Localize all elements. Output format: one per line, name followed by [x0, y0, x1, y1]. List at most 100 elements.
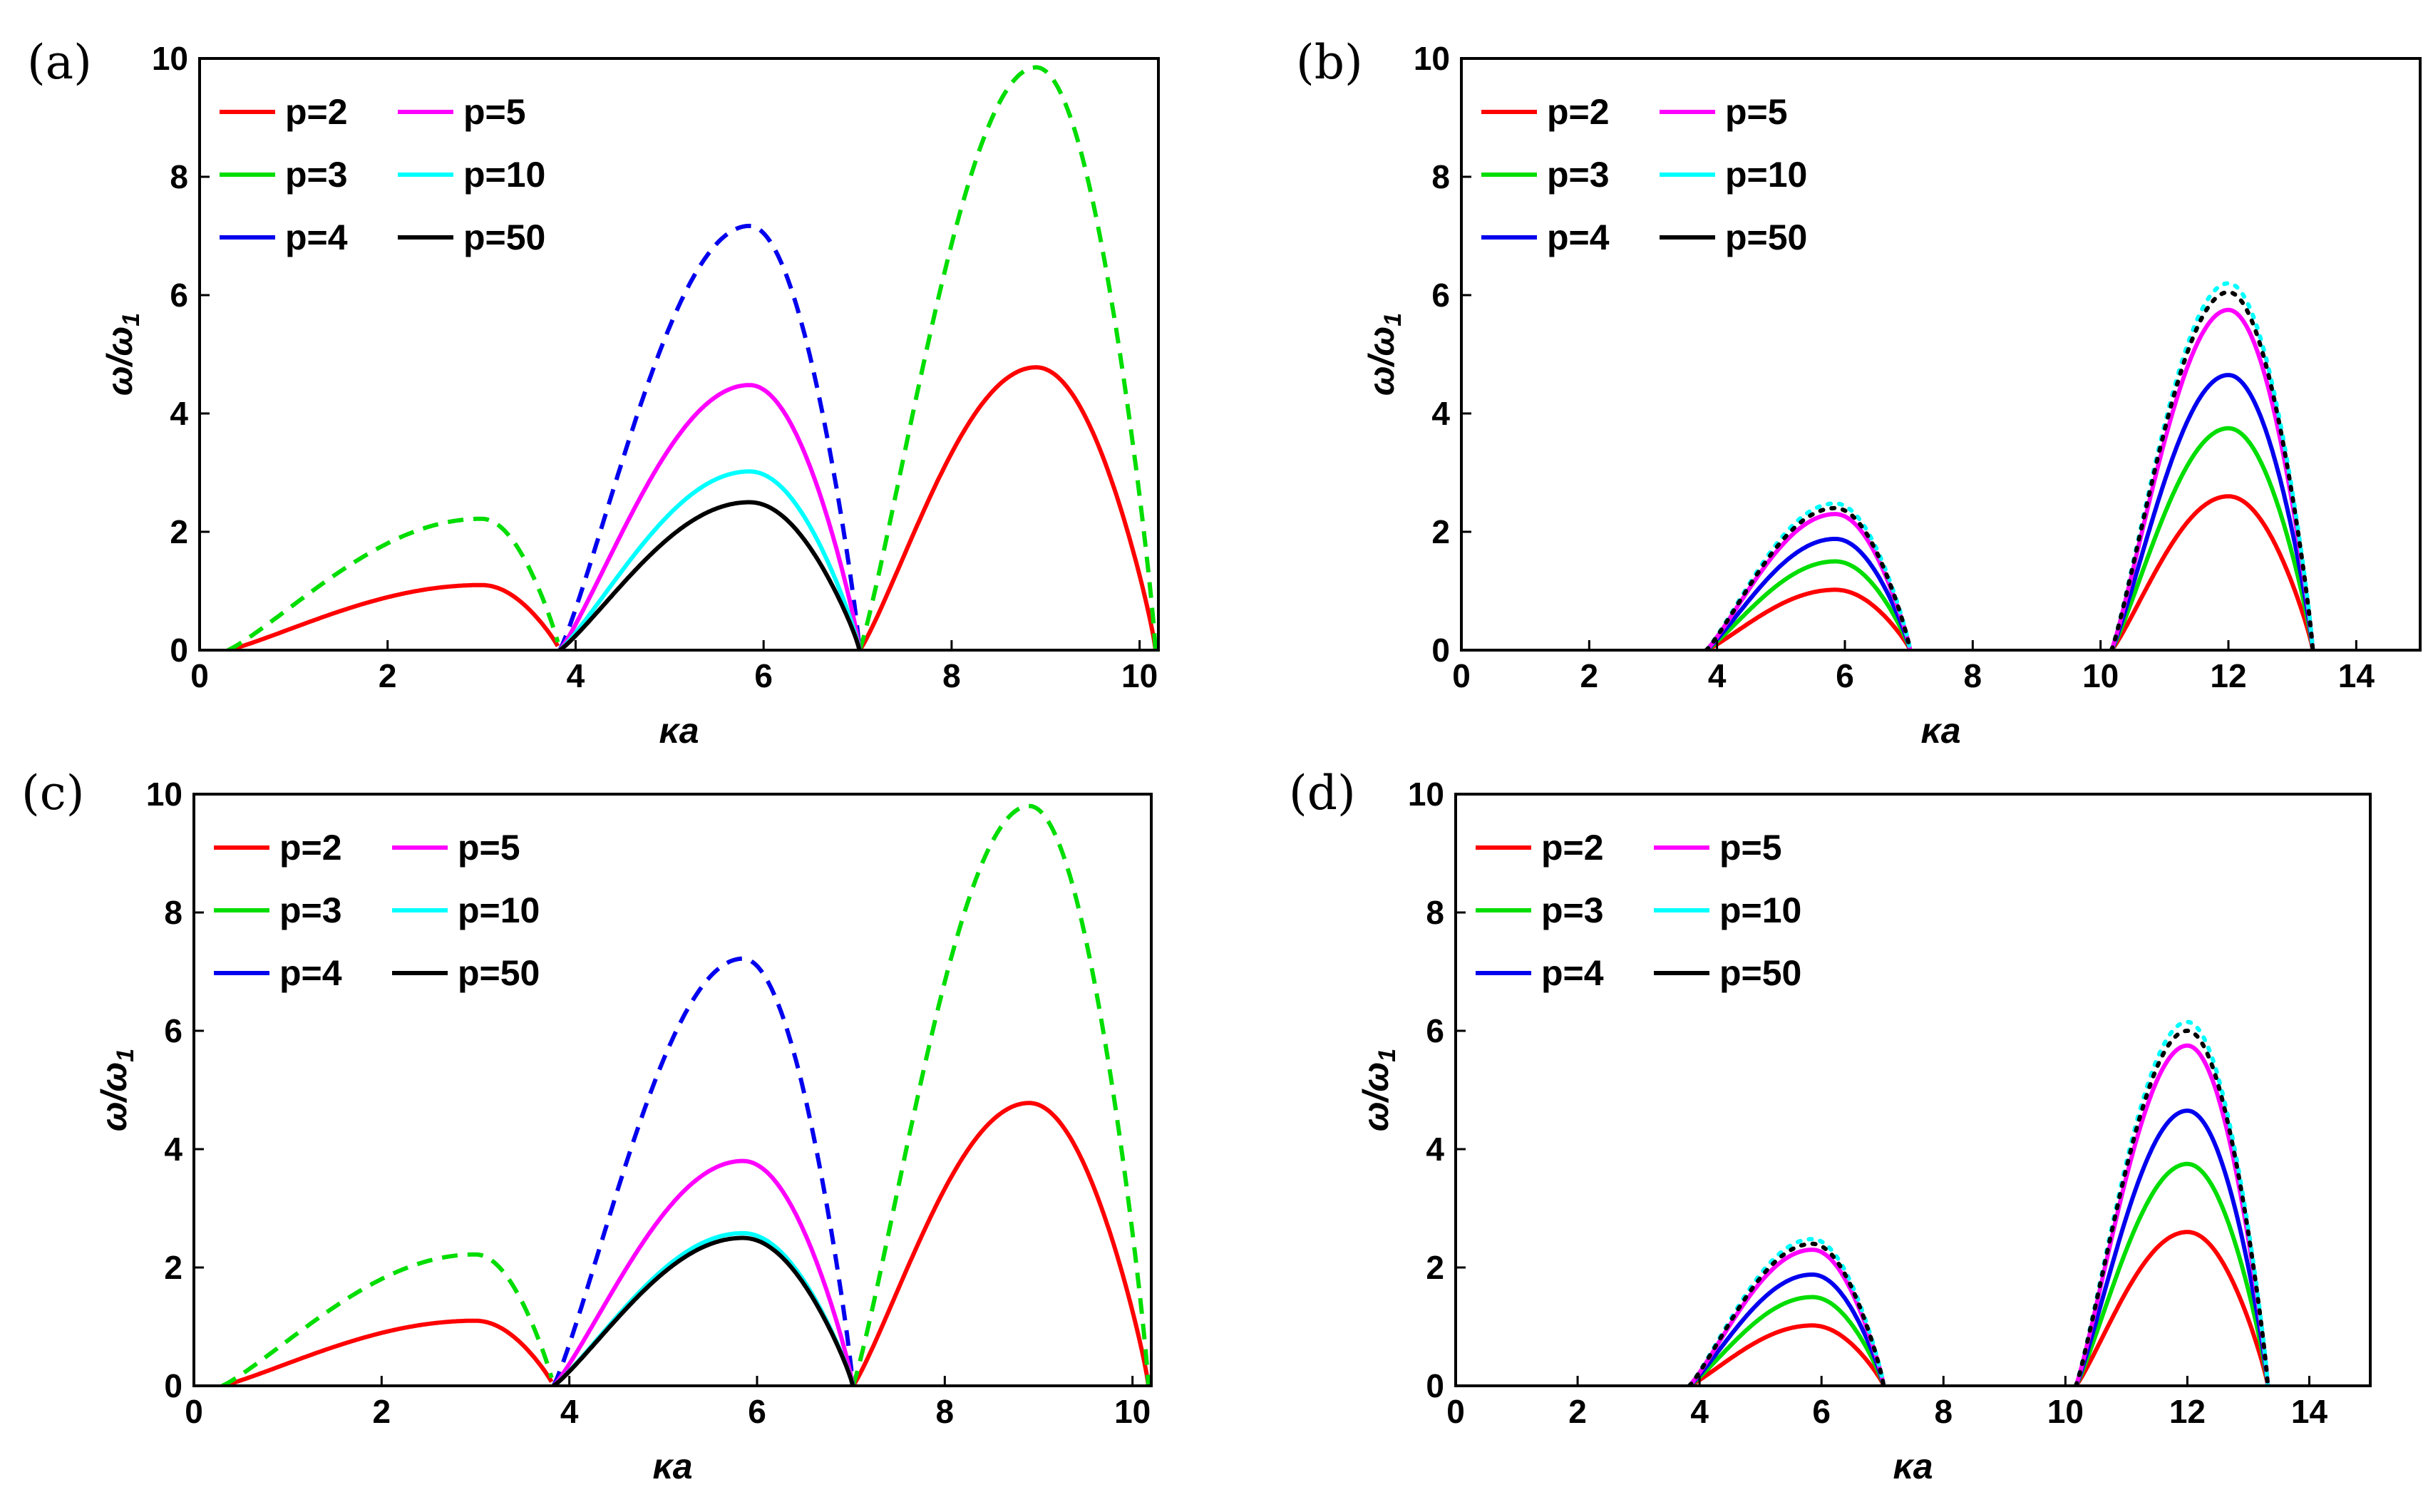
- plot-frame: [192, 793, 1153, 1387]
- y-tick-label: 6: [1426, 1012, 1444, 1049]
- panel-d: (d)0 2 4 6 8 10 12 140246810κaω/ω1p=2p=3p=4p=5p…: [1289, 766, 2372, 1486]
- y-tick-label: 4: [170, 395, 188, 432]
- legend-label-p50: p=50: [1725, 217, 1807, 257]
- x-tick-label: 2: [1580, 657, 1599, 694]
- x-tick-label: 6: [1836, 657, 1854, 694]
- plot-area: [1704, 281, 2315, 650]
- x-tick-label: 6: [1812, 1393, 1831, 1430]
- legend-label-p10: p=10: [458, 890, 540, 930]
- x-tick-label: 12: [2169, 1393, 2206, 1430]
- x-tick-label: 4: [1708, 657, 1727, 694]
- legend-label-p4: p=4: [1547, 217, 1610, 257]
- x-axis-title: κa: [659, 711, 699, 751]
- series-p3-curve: [857, 65, 1158, 650]
- x-tick-label: 0: [1452, 657, 1471, 694]
- series-p5-curve: [2074, 1043, 2270, 1386]
- y-axis-title-subscript: 1: [112, 1049, 139, 1062]
- series-p3-curve: [1704, 559, 1913, 650]
- series-p4-curve: [551, 956, 855, 1386]
- y-tick-label: 6: [164, 1012, 182, 1049]
- legend-label-p5: p=5: [458, 828, 520, 868]
- plot-frame: [198, 57, 1160, 652]
- x-tick-label: 10: [1121, 657, 1158, 694]
- y-axis-title: ω/ω1: [1356, 1049, 1401, 1131]
- legend-label-p50: p=50: [458, 953, 540, 993]
- legend: p=2 p=3 p=4 p=5 p=10 p=50: [1481, 92, 1807, 257]
- legend-label-p50: p=50: [463, 217, 545, 257]
- legend-label-p4: p=4: [279, 953, 342, 993]
- y-tick-label: 2: [170, 513, 188, 550]
- x-tick-label: 4: [567, 657, 585, 694]
- series-p2-curve: [2109, 494, 2315, 650]
- y-tick-label: 10: [152, 40, 188, 77]
- y-tick-label: 10: [1414, 40, 1450, 77]
- x-tick-label: 2: [373, 1393, 391, 1430]
- plot-frame: [1460, 57, 2422, 652]
- series-p4-curve: [2109, 373, 2315, 650]
- series-p4-curve: [1704, 537, 1913, 650]
- series-p5-curve: [552, 1158, 855, 1386]
- x-tick-label: 8: [942, 657, 961, 694]
- y-tick-label: 0: [1431, 632, 1450, 669]
- x-axis-title: κa: [652, 1446, 692, 1486]
- legend-label-p4: p=4: [285, 217, 348, 257]
- series-p3-curve: [2109, 426, 2315, 650]
- y-tick-label: 2: [1431, 513, 1450, 550]
- y-tick-label: 6: [170, 277, 188, 314]
- y-tick-label: 4: [1426, 1131, 1444, 1168]
- y-tick-label: 0: [164, 1367, 182, 1404]
- legend: p=2 p=3 p=4 p=5 p=10 p=50: [220, 92, 545, 257]
- plot-area: [221, 803, 1151, 1386]
- plot-frame: [1454, 793, 2372, 1387]
- x-axis-title: κa: [1920, 711, 1960, 751]
- legend-label-p2: p=2: [1541, 828, 1604, 868]
- y-axis-title-subscript: 1: [1379, 313, 1406, 326]
- panel-a: (a)0 2 4 6 8 100246810κaω/ω1p=2p=3p=4p=5p=10p…: [27, 35, 1160, 751]
- y-tick-label: 0: [170, 632, 188, 669]
- panel-c: (c)0 2 4 6 8 100246810κaω/ω1p=2p=3p=4p=5p=10p…: [21, 766, 1153, 1486]
- legend-label-p5: p=5: [1719, 828, 1782, 868]
- x-tick-label: 8: [1934, 1393, 1953, 1430]
- y-tick-label: 4: [164, 1131, 182, 1168]
- x-tick-label: 2: [1568, 1393, 1587, 1430]
- plot-area: [1687, 1019, 2270, 1386]
- y-axis-title: ω/ω1: [94, 1049, 139, 1131]
- x-tick-label: 10: [1114, 1393, 1151, 1430]
- x-tick-label: 6: [748, 1393, 766, 1430]
- y-tick-label: 8: [170, 158, 188, 195]
- series-p10-curve: [2073, 1019, 2270, 1386]
- series-p5-curve: [2109, 307, 2315, 650]
- series-p50-curve: [552, 1235, 855, 1386]
- panel-label: (d): [1289, 766, 1356, 821]
- panel-label: (a): [27, 35, 92, 90]
- series-p3-curve: [1688, 1295, 1886, 1386]
- series-p4-curve: [2074, 1109, 2270, 1386]
- y-axis-title-subscript: 1: [118, 313, 145, 326]
- legend-label-p3: p=3: [279, 890, 342, 930]
- legend-label-p10: p=10: [1725, 155, 1807, 195]
- series-p2-curve: [850, 1101, 1151, 1386]
- series-p50-curve: [2073, 1029, 2270, 1386]
- series-p10-curve: [2109, 281, 2315, 650]
- legend-label-p4: p=4: [1541, 953, 1604, 993]
- series-p4-curve: [1687, 1272, 1886, 1386]
- legend-label-p5: p=5: [463, 92, 526, 132]
- x-tick-label: 12: [2210, 657, 2246, 694]
- legend-label-p2: p=2: [285, 92, 348, 132]
- y-tick-label: 8: [1431, 158, 1450, 195]
- y-tick-label: 6: [1431, 277, 1450, 314]
- series-p2-curve: [221, 1318, 554, 1386]
- series-p50-curve: [2109, 289, 2315, 650]
- y-tick-label: 0: [1426, 1367, 1444, 1404]
- x-axis-title: κa: [1893, 1446, 1933, 1486]
- series-p2-curve: [2074, 1230, 2270, 1386]
- x-tick-label: 14: [2338, 657, 2375, 694]
- legend-label-p50: p=50: [1719, 953, 1801, 993]
- series-p3-curve: [221, 1252, 554, 1386]
- x-tick-label: 8: [936, 1393, 955, 1430]
- y-tick-label: 4: [1431, 395, 1450, 432]
- series-p4-curve: [557, 223, 862, 650]
- y-axis-title-subscript: 1: [1374, 1049, 1401, 1062]
- series-p50-curve: [558, 500, 862, 650]
